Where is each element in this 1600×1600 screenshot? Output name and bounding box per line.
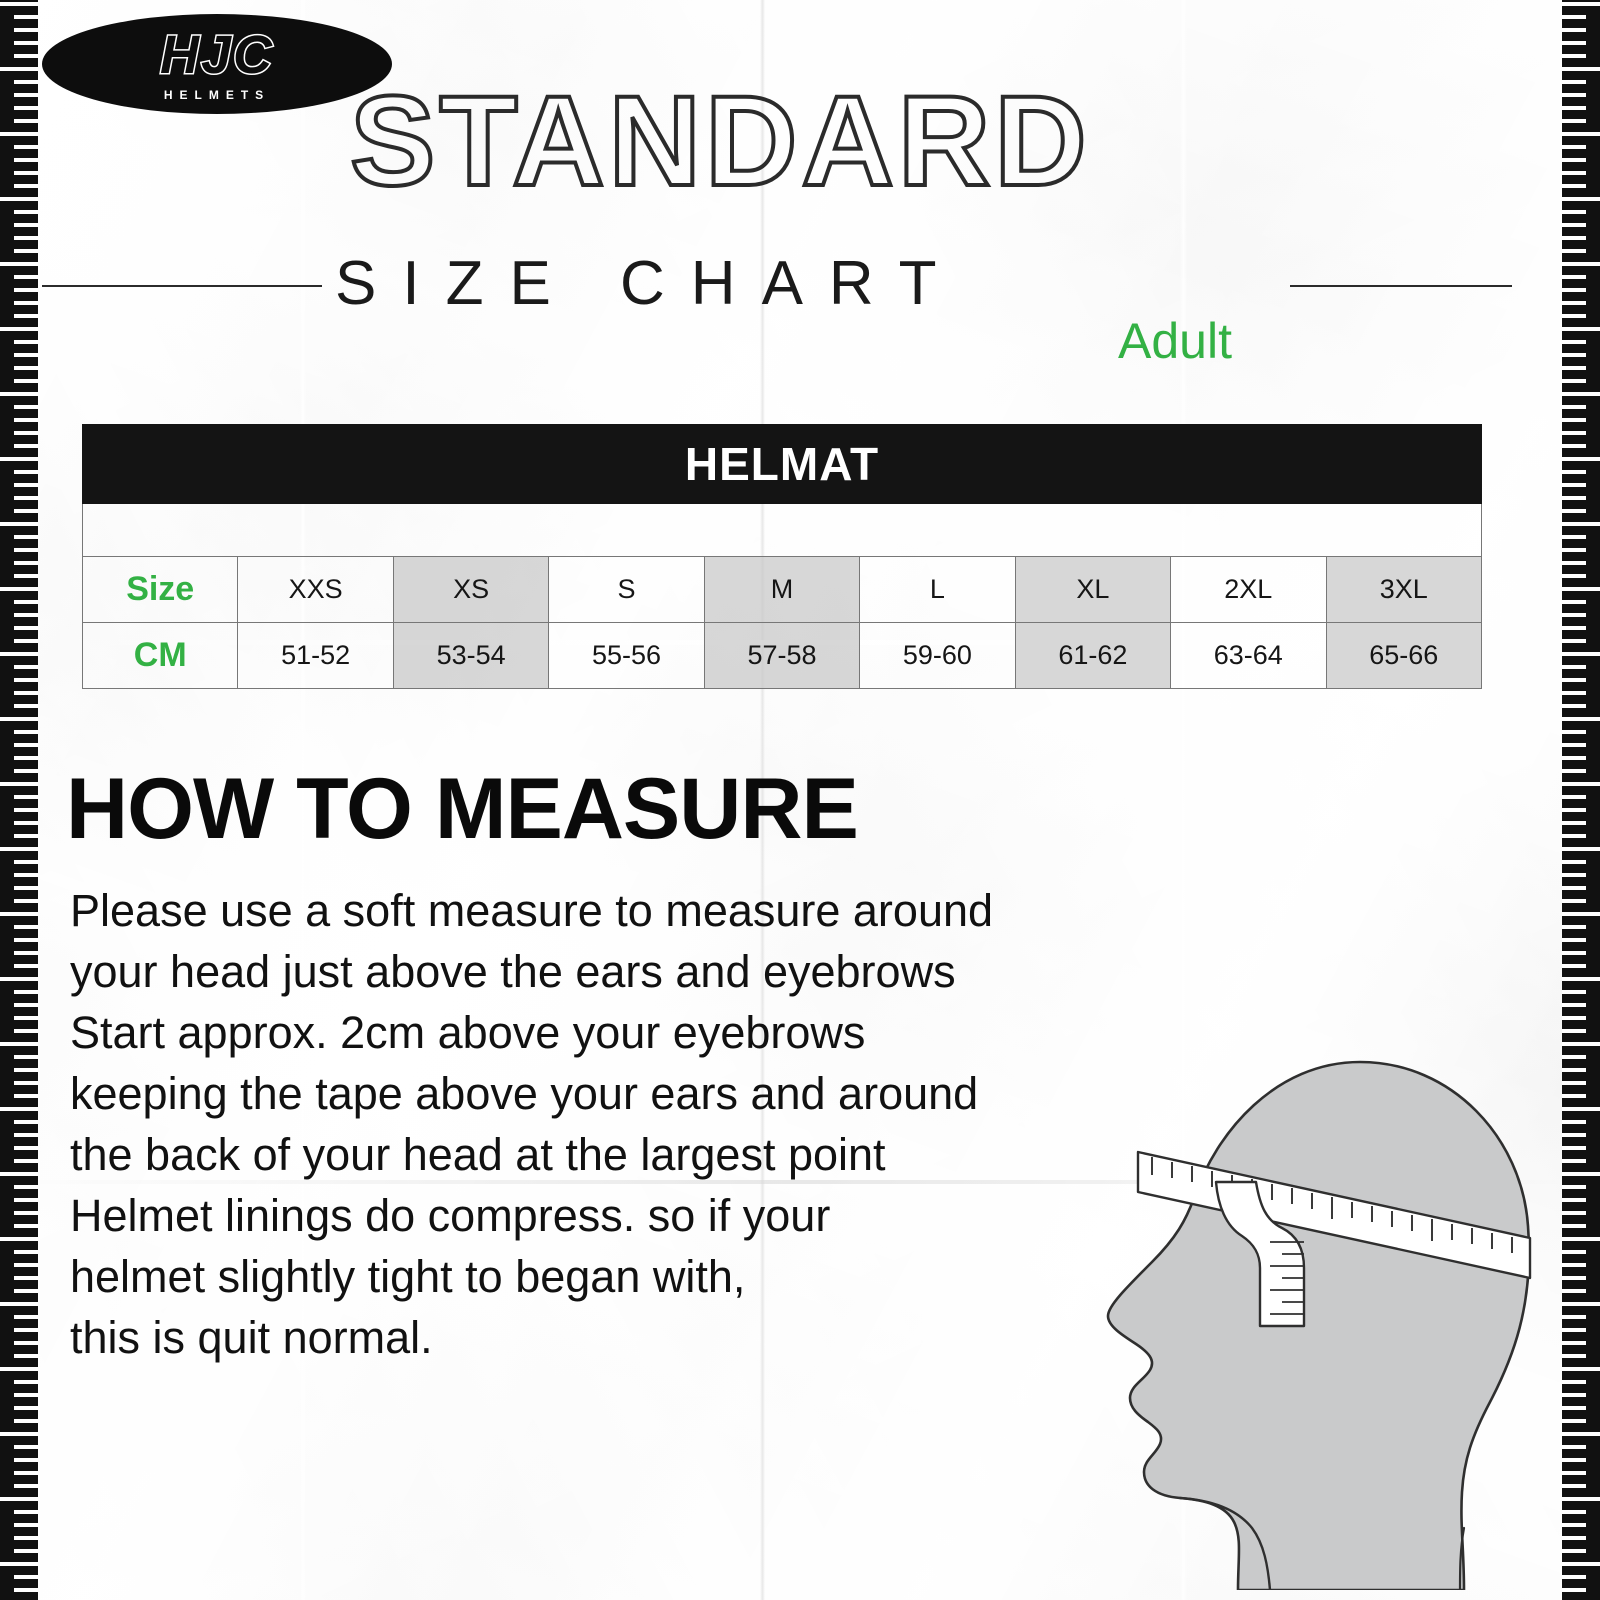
row-label-size: Size: [81, 556, 239, 623]
cell-size-3xl: 3XL: [1325, 556, 1482, 623]
title-rule-right: [1290, 285, 1512, 287]
logo-subtext: HELMETS: [163, 88, 271, 102]
logo-wordmark-text: HJC: [158, 25, 275, 85]
cell-size-xxs: XXS: [237, 556, 394, 623]
logo-wordmark: HJC: [42, 25, 392, 85]
head-profile-icon: [1106, 1060, 1532, 1592]
cell-size-xl: XL: [1014, 556, 1172, 623]
hjc-logo: HJC HELMETS: [42, 14, 392, 114]
cell-cm-3xl: 65-66: [1325, 622, 1482, 689]
cell-cm-m: 57-58: [703, 622, 861, 689]
audience-label: Adult: [1118, 313, 1232, 369]
ruler-border-left: [0, 0, 38, 1600]
measure-line: Please use a soft measure to measure aro…: [70, 885, 994, 936]
table-spacer-cell: [82, 503, 1482, 557]
measure-line: Helmet linings do compress. so if your: [70, 1190, 831, 1241]
logo-oval: [42, 14, 392, 114]
page-title: STANDARD: [348, 70, 1091, 213]
table-spacer-row: [82, 503, 1482, 557]
measure-line: your head just above the ears and eyebro…: [70, 946, 956, 997]
cell-size-xs: XS: [392, 556, 550, 623]
measure-line: helmet slightly tight to began with,: [70, 1251, 746, 1302]
how-to-measure-heading: HOW TO MEASURE: [66, 761, 859, 857]
cell-size-l: L: [859, 556, 1016, 623]
cell-cm-2xl: 63-64: [1170, 622, 1327, 689]
how-to-measure-body: Please use a soft measure to measure aro…: [70, 880, 1160, 1368]
page-subtitle: SIZE CHART: [335, 249, 963, 318]
measure-line: Start approx. 2cm above your eyebrows: [70, 1007, 866, 1058]
table-row-size: Size XXS XS S M L XL 2XL 3XL: [81, 556, 1482, 623]
table-band-title: HELMAT: [82, 424, 1482, 504]
cell-size-s: S: [548, 556, 705, 623]
cell-cm-l: 59-60: [859, 622, 1016, 689]
measure-line: keeping the tape above your ears and aro…: [70, 1068, 979, 1119]
size-chart-table: HELMAT Size XXS XS S M L XL 2XL 3XL CM 5…: [81, 424, 1482, 689]
cell-cm-s: 55-56: [548, 622, 705, 689]
cell-size-2xl: 2XL: [1170, 556, 1327, 623]
nape-line: [1458, 1526, 1466, 1592]
head-silhouette-shape: [1106, 1060, 1531, 1592]
measure-line: the back of your head at the largest poi…: [70, 1129, 886, 1180]
head-measurement-illustration: [1060, 1030, 1560, 1592]
ruler-border-right: [1562, 0, 1600, 1600]
cell-cm-xl: 61-62: [1014, 622, 1172, 689]
cell-cm-xxs: 51-52: [237, 622, 394, 689]
title-rule-left: [42, 285, 322, 287]
cell-cm-xs: 53-54: [392, 622, 550, 689]
table-row-cm: CM 51-52 53-54 55-56 57-58 59-60 61-62 6…: [81, 622, 1482, 689]
row-label-cm: CM: [81, 622, 239, 689]
measure-line: this is quit normal.: [70, 1312, 433, 1363]
cell-size-m: M: [703, 556, 861, 623]
measuring-tape-ticks: [1151, 1157, 1513, 1253]
measuring-tape-tail-ticks: [1270, 1241, 1304, 1315]
table-band-row: HELMAT: [82, 424, 1482, 504]
jaw-line: [1178, 1496, 1272, 1592]
